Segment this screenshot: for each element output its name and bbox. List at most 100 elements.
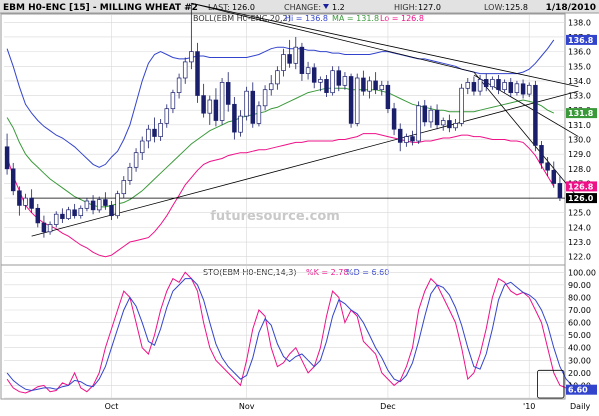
trendline xyxy=(473,71,579,199)
candle-body xyxy=(84,200,90,209)
candle-body xyxy=(96,199,102,211)
boll-lower-line xyxy=(6,133,555,258)
candle-body xyxy=(410,136,415,142)
candle-body xyxy=(539,145,544,164)
candle-body xyxy=(109,205,114,217)
candle-body xyxy=(391,108,397,130)
candle-body xyxy=(385,84,391,110)
candle-body xyxy=(305,67,311,74)
boll-ma-text: MA = 131.8 xyxy=(332,14,379,23)
candle-body xyxy=(545,162,550,171)
candle-body xyxy=(139,140,145,154)
candle-body xyxy=(35,207,41,224)
candle-body xyxy=(502,82,507,91)
candle-body xyxy=(416,105,421,142)
candle-body xyxy=(60,213,65,219)
candle-body xyxy=(318,79,323,83)
candle-body xyxy=(404,136,409,143)
candle-body xyxy=(29,197,34,209)
date-label: 1/18/2010 xyxy=(546,3,596,13)
candle-body xyxy=(428,109,434,123)
boll-upper-line xyxy=(6,39,555,168)
candle-body xyxy=(152,128,157,137)
stoch-tick-label: 50.00 xyxy=(568,331,591,340)
candle-body xyxy=(164,108,170,124)
candle-body xyxy=(146,128,151,142)
candle-body xyxy=(262,89,268,107)
last-label: LAST: xyxy=(208,3,230,12)
change-down-arrow-icon xyxy=(323,4,329,9)
candle-body xyxy=(189,51,194,63)
candle-body xyxy=(465,82,471,89)
candle-body xyxy=(434,109,440,126)
value-marker xyxy=(566,384,597,395)
stoch-tick-label: 20.00 xyxy=(568,369,591,378)
candle-body xyxy=(66,209,71,219)
price-tick-label: 128.0 xyxy=(568,165,591,174)
boll-lo-text: Lo = 126.8 xyxy=(380,14,424,23)
candle-body xyxy=(367,80,372,92)
stoch-k-line xyxy=(6,271,579,395)
last-value: 126.0 xyxy=(232,3,255,12)
stoch-tick-label: 80.00 xyxy=(568,293,591,302)
candle-body xyxy=(195,51,200,96)
candle-body xyxy=(422,105,428,123)
boll-ma-line xyxy=(6,87,555,208)
stoch-highlight-box xyxy=(537,369,565,399)
price-tick-label: 131.0 xyxy=(568,121,591,130)
candle-body xyxy=(170,92,176,110)
candle-body xyxy=(336,70,342,86)
candle-body xyxy=(496,79,501,91)
header-bar xyxy=(0,0,599,13)
high-label: HIGH: xyxy=(394,3,417,12)
candle-body xyxy=(232,103,237,133)
change-label: CHANGE: xyxy=(284,3,321,12)
candle-body xyxy=(287,54,292,64)
candle-body xyxy=(379,84,385,91)
candle-body xyxy=(90,200,96,211)
price-tick-label: 136.0 xyxy=(568,48,591,57)
trendline xyxy=(191,2,475,73)
candle-body xyxy=(520,83,526,95)
candle-body xyxy=(158,123,163,137)
candle-body xyxy=(201,95,206,114)
candle-body xyxy=(342,76,348,86)
price-tick-label: 123.0 xyxy=(568,238,591,247)
candle-body xyxy=(361,77,366,92)
candle-body xyxy=(397,128,403,143)
candle-body xyxy=(557,183,563,199)
price-tick-label: 130.0 xyxy=(568,136,591,145)
stoch-tick-label: 90.00 xyxy=(568,281,591,290)
trendline xyxy=(191,2,579,88)
candle-body xyxy=(330,70,335,94)
candle-body xyxy=(324,79,329,93)
watermark: futuresource.com xyxy=(210,209,340,224)
stoch-tick-label: 70.00 xyxy=(568,306,591,315)
candle-body xyxy=(47,224,53,233)
candle-body xyxy=(182,61,188,79)
price-tick-label: 134.0 xyxy=(568,77,591,86)
value-marker xyxy=(566,108,597,119)
price-tick-label: 138.0 xyxy=(568,18,591,27)
stoch-tick-label: 60.00 xyxy=(568,319,591,328)
price-tick-label: 129.0 xyxy=(568,150,591,159)
change-value: 1.2 xyxy=(332,3,345,12)
candle-body xyxy=(176,77,182,93)
candle-body xyxy=(53,213,59,225)
price-tick-label: 125.0 xyxy=(568,209,591,218)
boll-hi-text: Hi = 136.8 xyxy=(285,14,328,23)
candle-body xyxy=(514,83,520,93)
candle-body xyxy=(373,80,378,91)
candle-body xyxy=(533,84,538,146)
boll-label: BOLL(EBM H0-ENC,20,2) xyxy=(193,14,291,23)
period-label: Daily xyxy=(570,402,591,411)
candle-body xyxy=(225,82,231,105)
value-marker-label: 131.8 xyxy=(568,109,594,118)
candle-body xyxy=(477,79,483,92)
x-tick-label: Dec xyxy=(380,402,395,411)
candle-body xyxy=(293,46,299,64)
price-tick-label: 135.0 xyxy=(568,62,591,71)
candle-body xyxy=(299,46,305,74)
